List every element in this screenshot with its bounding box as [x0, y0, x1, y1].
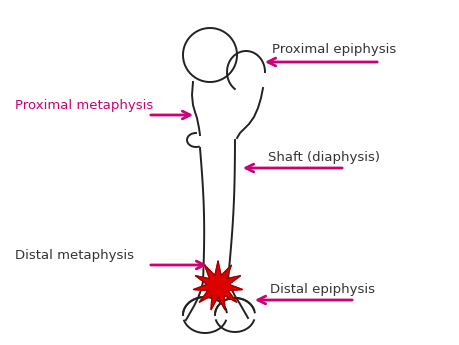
Text: Shaft (diaphysis): Shaft (diaphysis)	[268, 151, 379, 165]
Text: Distal epiphysis: Distal epiphysis	[269, 284, 374, 296]
Text: Proximal metaphysis: Proximal metaphysis	[15, 99, 153, 111]
Text: Proximal epiphysis: Proximal epiphysis	[271, 43, 395, 57]
Polygon shape	[193, 261, 242, 310]
Text: Distal metaphysis: Distal metaphysis	[15, 248, 134, 262]
